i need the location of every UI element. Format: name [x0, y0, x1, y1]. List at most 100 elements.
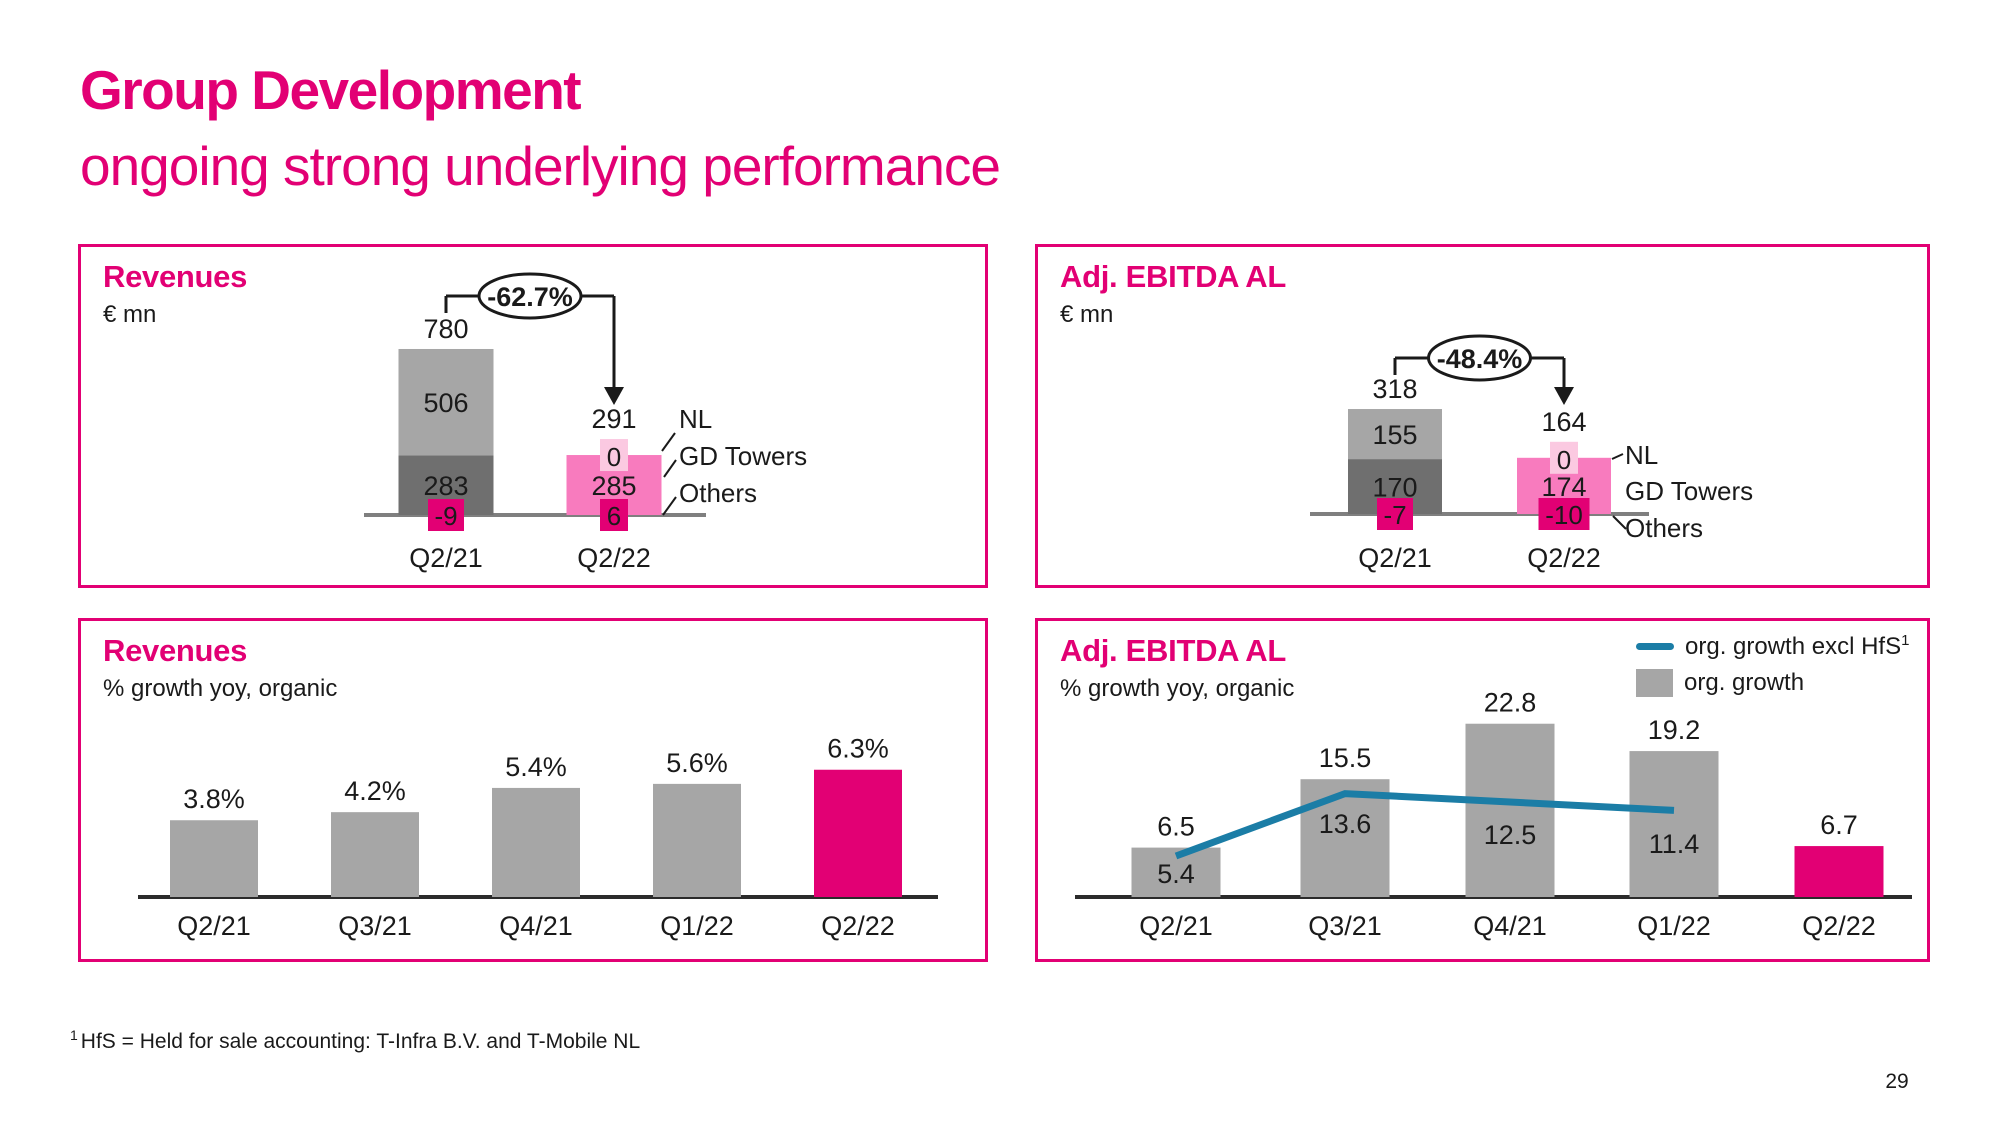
category-label: Q2/21 — [409, 543, 483, 573]
footnote: 1 HfS = Held for sale accounting: T-Infra… — [70, 1027, 640, 1054]
segment-gd-towers-value: 285 — [591, 471, 636, 501]
bar-value-label: 22.8 — [1484, 688, 1537, 718]
segment-others-box — [428, 499, 464, 531]
line-value-label: 11.4 — [1649, 829, 1700, 859]
category-label: Q2/22 — [577, 543, 651, 573]
segment-nl-value: 0 — [1557, 445, 1571, 475]
change-oval — [1427, 334, 1532, 382]
segment-others-box — [1538, 498, 1590, 530]
panel-revenues-growth: 3.8% Q2/21 4.2% Q3/21 5.4% Q4/21 5.6% Q1/22 6.3%… — [78, 618, 988, 962]
category-label: Q2/21 — [1358, 543, 1432, 573]
segment-others-value: -10 — [1545, 500, 1583, 530]
legend: org. growth excl HfS1 org. growth — [1636, 631, 1909, 705]
bar-value-label: 6.5 — [1157, 812, 1195, 842]
segment-nl-value: 155 — [1372, 420, 1417, 450]
category-label: Q2/21 — [177, 911, 251, 941]
panel-subtitle: % growth yoy, organic — [1060, 675, 1295, 702]
panel-revenues-abs: 283 506 -9 780 Q2/21 285 0 6 291 Q2/22 -62.7% NL GD … — [78, 244, 988, 588]
panel-title: Revenues — [103, 633, 248, 668]
panel-subtitle: % growth yoy, organic — [103, 675, 338, 702]
footnote-sup: 1 — [70, 1027, 78, 1043]
change-oval — [477, 272, 583, 320]
bar — [331, 812, 419, 897]
category-label: Q1/22 — [1637, 911, 1711, 941]
legend-label: org. growth excl HfS1 — [1685, 632, 1909, 661]
category-label: Q2/22 — [1527, 543, 1601, 573]
panel-title: Adj. EBITDA AL — [1060, 259, 1286, 294]
category-label: Q3/21 — [338, 911, 412, 941]
segment-nl-value: 0 — [607, 442, 621, 472]
segment-others-value: -7 — [1383, 500, 1406, 530]
segment-name-label: NL — [1625, 440, 1658, 470]
segment-gd-towers-value: 170 — [1372, 473, 1417, 503]
arrowhead-down-icon — [1554, 387, 1574, 405]
legend-label-sup: 1 — [1901, 631, 1910, 649]
category-label: Q4/21 — [1473, 911, 1547, 941]
segment-others-value: 6 — [607, 501, 621, 531]
panel-title: Revenues — [103, 259, 248, 294]
line-value-label: 5.4 — [1157, 859, 1195, 889]
panel-unit: € mn — [1060, 301, 1114, 328]
category-label: Q3/21 — [1308, 911, 1382, 941]
label-connector — [662, 496, 677, 516]
change-label: -62.7% — [487, 282, 573, 312]
bar-value-label: 5.4% — [505, 752, 567, 782]
panel-ebitda-abs: 170 155 -7 318 Q2/21 174 0 -10 164 Q2/22 -48.4% NL G… — [1035, 244, 1930, 588]
change-label: -48.4% — [1437, 344, 1523, 374]
line-series — [1174, 790, 1675, 860]
bar — [1465, 723, 1555, 897]
bar — [1629, 751, 1719, 897]
legend-label: org. growth — [1684, 669, 1805, 696]
bar — [1300, 779, 1390, 897]
legend-item-line: org. growth excl HfS1 — [1636, 631, 1909, 661]
bar-value-label: 19.2 — [1648, 715, 1701, 745]
segment-nl-zero — [600, 439, 628, 472]
segment-nl-zero — [1550, 441, 1578, 474]
segment-name-label: GD Towers — [1625, 476, 1753, 506]
footnote-text: HfS = Held for sale accounting: T-Infra … — [80, 1030, 641, 1053]
bar — [1794, 846, 1884, 897]
segment-nl — [1348, 409, 1442, 460]
bar-total-label: 780 — [423, 314, 468, 344]
bar-value-label: 3.8% — [183, 784, 245, 814]
category-label: Q2/21 — [1139, 911, 1213, 941]
bar-value-label: 15.5 — [1319, 743, 1372, 773]
label-connector — [1612, 515, 1627, 530]
label-connector — [661, 432, 676, 452]
chart-ebitda-growth: 6.5 Q2/21 15.5 Q3/21 22.8 Q4/21 19.2 Q1/22 6.7 Q2… — [1075, 688, 1912, 941]
segment-others-value: -9 — [434, 501, 457, 531]
line-value-label: 12.5 — [1484, 820, 1537, 850]
segment-others-box — [600, 499, 628, 531]
panel-ebitda-growth: 6.5 Q2/21 15.5 Q3/21 22.8 Q4/21 19.2 Q1/22 6.7 Q2… — [1035, 618, 1930, 962]
segment-nl-value: 506 — [423, 388, 468, 418]
bar-total-label: 291 — [591, 404, 636, 434]
segment-name-label: Others — [1625, 513, 1703, 543]
segment-name-label: Others — [679, 478, 757, 508]
arrowhead-down-icon — [604, 387, 624, 405]
category-label: Q2/22 — [821, 911, 895, 941]
bar-value-label: 6.3% — [827, 734, 889, 764]
panel-unit: € mn — [103, 301, 157, 328]
bar — [492, 787, 580, 897]
segment-gd-towers-value: 283 — [423, 471, 468, 501]
legend-line-swatch — [1636, 642, 1674, 650]
slide-subtitle: ongoing strong underlying performance — [80, 135, 1001, 197]
bar-total-label: 164 — [1541, 407, 1586, 437]
segment-name-label: GD Towers — [679, 441, 807, 471]
category-label: Q4/21 — [499, 911, 573, 941]
bar-total-label: 318 — [1372, 374, 1417, 404]
segment-gd-towers-value: 174 — [1541, 472, 1586, 502]
bar — [653, 783, 741, 897]
line-value-label: 13.6 — [1319, 809, 1372, 839]
segment-nl — [398, 348, 494, 456]
legend-square-swatch — [1636, 669, 1673, 697]
segment-name-label: NL — [679, 404, 712, 434]
label-connector — [663, 459, 677, 478]
legend-label-text: org. growth excl HfS — [1685, 632, 1902, 660]
bar-value-label: 6.7 — [1820, 810, 1858, 840]
page-number: 29 — [1885, 1070, 1909, 1093]
chart-revenues-growth: 3.8% Q2/21 4.2% Q3/21 5.4% Q4/21 5.6% Q1/22 6.3%… — [138, 734, 938, 941]
